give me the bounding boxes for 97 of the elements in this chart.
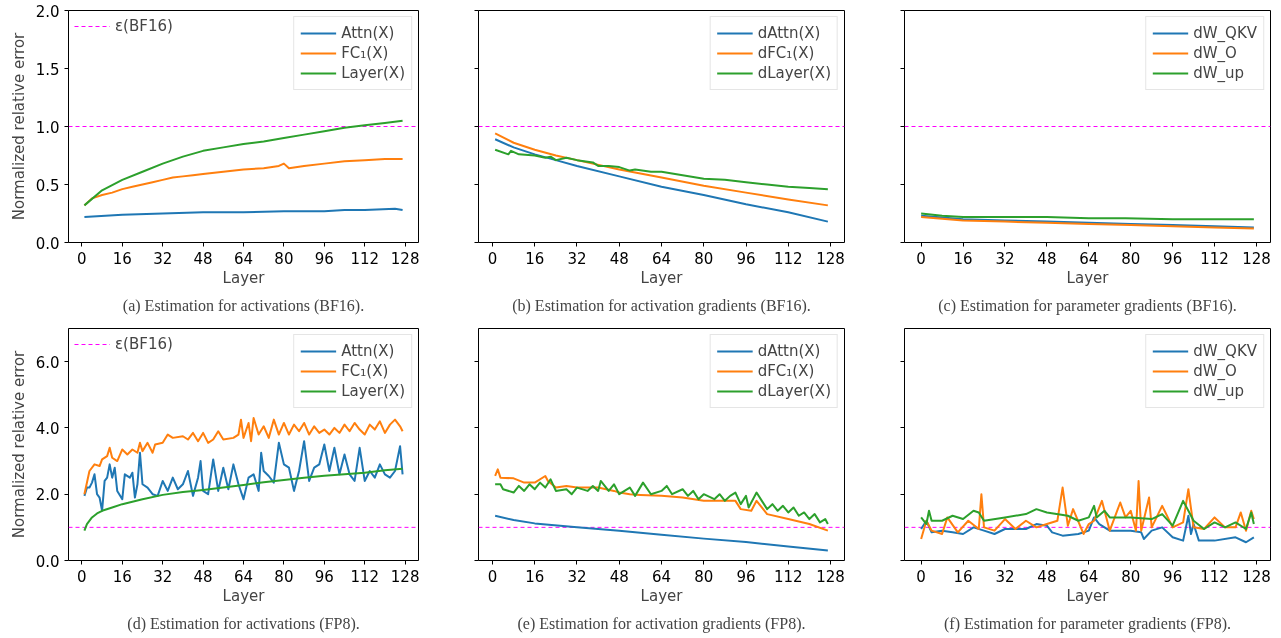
x-tick-label: 0 (77, 249, 87, 268)
x-tick-label: 32 (153, 567, 173, 586)
x-tick-label: 32 (567, 567, 587, 586)
legend-label: dLayer(X) (757, 64, 831, 82)
x-tick-label: 0 (77, 567, 87, 586)
y-tick-label: 1.5 (35, 60, 60, 79)
x-tick-label: 96 (314, 567, 334, 586)
legend-label: dW_O (1193, 44, 1237, 62)
legend-label: FC₁(X) (341, 44, 389, 62)
x-tick-label: 16 (112, 249, 132, 268)
x-tick-label: 48 (609, 567, 629, 586)
x-axis-title: Layer (1066, 586, 1110, 605)
x-tick-label: 16 (953, 567, 973, 586)
legend-label: dAttn(X) (757, 342, 821, 360)
x-tick-label: 80 (1121, 249, 1141, 268)
x-tick-label: 80 (694, 567, 714, 586)
x-tick-label: 0 (916, 249, 926, 268)
legend-label: dLayer(X) (757, 382, 831, 400)
legend-label: dW_up (1193, 64, 1245, 82)
legend-label: Layer(X) (341, 64, 405, 82)
x-axis-title: Layer (640, 268, 684, 287)
y-tick-label: 1.0 (35, 118, 60, 137)
x-tick-label: 64 (651, 249, 672, 268)
x-tick-label: 80 (274, 249, 294, 268)
x-tick-label: 112 (1200, 249, 1229, 268)
x-tick-label: 48 (193, 249, 213, 268)
y-tick-label: 2.0 (35, 2, 60, 21)
text: (c) Estimation for parameter gradients (BF16). (938, 296, 1237, 315)
legend-label: dW_up (1193, 382, 1245, 400)
x-tick-label: 32 (995, 249, 1015, 268)
x-tick-label: 0 (487, 249, 498, 268)
text: (a) Estimation for activations (BF16). (122, 296, 365, 315)
x-tick-label: 80 (1121, 567, 1141, 586)
x-tick-label: 0 (916, 567, 926, 586)
x-tick-label: 128 (1242, 567, 1271, 586)
x-tick-label: 128 (390, 567, 420, 586)
y-tick-label: 0.0 (35, 234, 60, 253)
x-tick-label: 128 (1242, 249, 1271, 268)
x-tick-label: 128 (816, 249, 845, 268)
legend-label: dFC₁(X) (757, 362, 815, 380)
x-tick-label: 32 (153, 249, 173, 268)
x-axis-title: Layer (1066, 268, 1110, 287)
x-tick-label: 112 (350, 567, 380, 586)
x-tick-label: 16 (525, 567, 545, 586)
y-tick-label: 0.0 (35, 552, 60, 571)
x-tick-label: 16 (112, 567, 132, 586)
x-axis-title: Layer (222, 268, 266, 287)
x-tick-label: 112 (350, 249, 380, 268)
x-tick-label: 96 (1163, 249, 1183, 268)
x-tick-label: 48 (1037, 567, 1057, 586)
y-tick-label: 4.0 (35, 419, 60, 438)
x-tick-label: 16 (953, 249, 973, 268)
x-tick-label: 112 (1200, 567, 1229, 586)
x-tick-label: 64 (1079, 567, 1099, 586)
x-tick-label: 16 (525, 249, 545, 268)
x-tick-label: 48 (1037, 249, 1057, 268)
x-tick-label: 64 (1079, 249, 1099, 268)
y-tick-label: 0.5 (35, 176, 60, 195)
x-tick-label: 32 (995, 567, 1015, 586)
x-tick-label: 80 (274, 567, 294, 586)
x-tick-label: 64 (651, 567, 672, 586)
x-tick-label: 96 (736, 567, 756, 586)
x-tick-label: 0 (487, 567, 498, 586)
x-tick-label: 96 (1163, 567, 1183, 586)
x-tick-label: 64 (233, 567, 254, 586)
x-tick-label: 112 (773, 249, 803, 268)
y-tick-label: 2.0 (35, 486, 60, 505)
x-tick-label: 128 (816, 567, 845, 586)
text: (b) Estimation for activation gradients (BF16). (512, 296, 811, 315)
legend-label: dFC₁(X) (757, 44, 815, 62)
y-tick-label: 6.0 (35, 353, 60, 372)
text: (d) Estimation for activations (FP8). (127, 614, 360, 633)
x-tick-label: 96 (736, 249, 756, 268)
legend-label: FC₁(X) (341, 362, 389, 380)
x-tick-label: 48 (609, 249, 629, 268)
text: (f) Estimation for parameter gradients (FP8). (943, 614, 1232, 633)
x-axis-title: Layer (222, 586, 266, 605)
legend-label: dAttn(X) (757, 24, 821, 42)
x-tick-label: 64 (233, 249, 254, 268)
x-tick-label: 96 (314, 249, 334, 268)
x-tick-label: 48 (193, 567, 213, 586)
x-tick-label: 128 (390, 249, 420, 268)
legend-label: Attn(X) (341, 342, 395, 360)
legend-label: dW_QKV (1193, 342, 1257, 360)
legend-label: Layer(X) (341, 382, 405, 400)
x-tick-label: 32 (567, 249, 587, 268)
legend-label: Attn(X) (341, 24, 395, 42)
legend-label: dW_O (1193, 362, 1237, 380)
x-tick-label: 112 (773, 567, 803, 586)
x-axis-title: Layer (640, 586, 684, 605)
y-axis-title: Normalized relative error (9, 349, 28, 539)
legend-label: ε(BF16) (115, 335, 173, 353)
legend-label: ε(BF16) (115, 17, 173, 35)
x-tick-label: 80 (694, 249, 714, 268)
y-axis-title: Normalized relative error (9, 31, 28, 221)
text: (e) Estimation for activation gradients (FP8). (517, 614, 806, 633)
legend-label: dW_QKV (1193, 24, 1257, 42)
